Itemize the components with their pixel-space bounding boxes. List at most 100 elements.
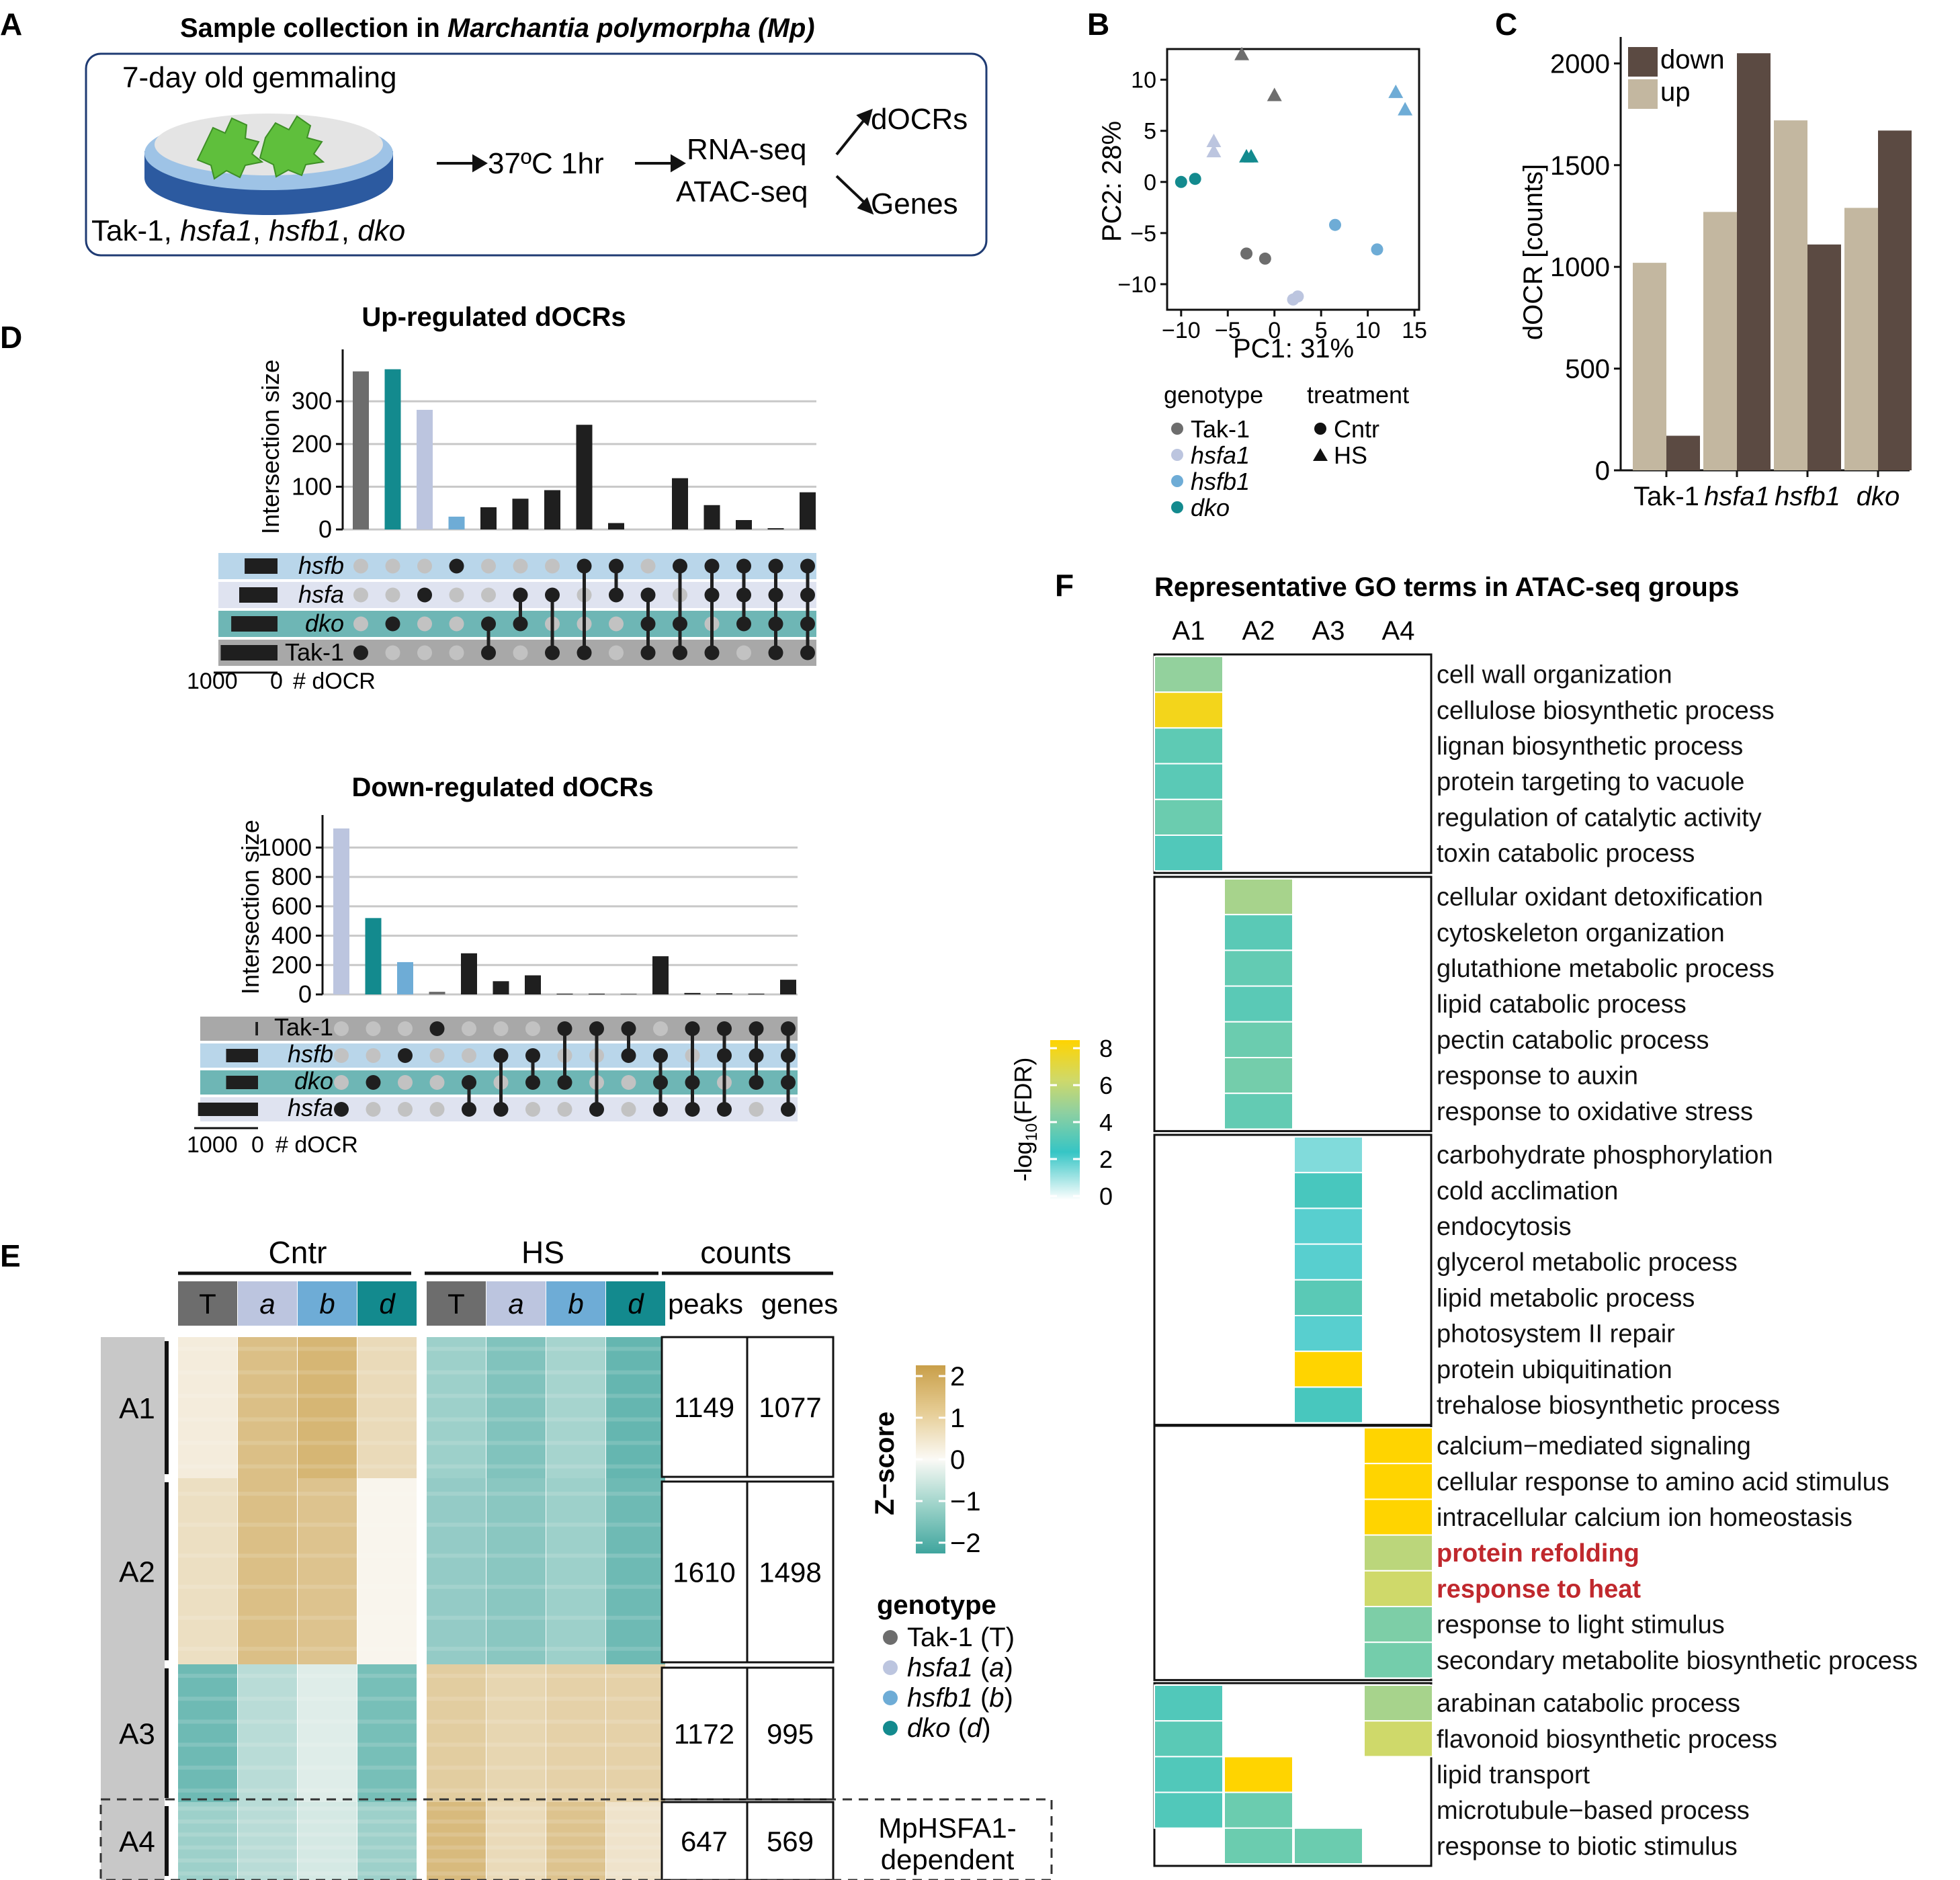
upset-dot-on [417, 587, 432, 603]
genotype-legend-title: genotype [877, 1590, 996, 1620]
pca-point-cntr [1259, 252, 1271, 265]
fdr-tick-label: 4 [1099, 1109, 1113, 1136]
barc-ylabel: dOCR [counts] [1519, 164, 1548, 340]
pca-point-hs [1388, 84, 1404, 98]
genotype-legend-name: hsfa1 [907, 1653, 980, 1682]
genotype-legend-abbr: T [989, 1623, 1005, 1652]
go-cell [1154, 1791, 1224, 1829]
legend-dot-tak1 [1171, 423, 1183, 435]
barc-ticks: 0 500 1000 1500 2000 [1550, 49, 1621, 486]
genotype-legend-name: dko [907, 1713, 958, 1743]
upset-ytick-label: 200 [292, 430, 332, 458]
legend-up: up [1660, 77, 1691, 107]
go-term-label: photosystem II repair [1437, 1320, 1675, 1349]
go-cell [1224, 1021, 1293, 1059]
heatmap-cell [357, 1478, 417, 1664]
legend-cntr: Cntr [1334, 415, 1379, 443]
upset-dot-off [653, 1021, 668, 1036]
genotype-legend-paren: ) [1006, 1623, 1015, 1652]
gemmaling-label: 7-day old gemmaling [122, 61, 396, 94]
go-cell [1224, 914, 1293, 951]
genotype-legend-name: hsfb1 [907, 1683, 980, 1713]
upset-set-size-bar [220, 645, 278, 660]
upset-dot-off [385, 587, 400, 603]
pca-legend-treatment: Cntr HS [1313, 415, 1379, 469]
heatmap-cell [357, 1664, 417, 1802]
go-cell [1154, 1756, 1224, 1793]
go-term-label: flavonoid biosynthetic process [1437, 1725, 1777, 1754]
upset-dot-off [429, 1102, 445, 1117]
upset-set-label: dko [305, 609, 344, 637]
go-cell [1293, 1386, 1363, 1424]
panel-a-box [85, 52, 988, 257]
pca-ticks: −10 −5 0 5 10 15 10 5 0 −5 −10 [1117, 68, 1427, 343]
genotype-legend-dot [883, 1721, 898, 1736]
upset-intersection-bar [800, 492, 816, 529]
upset-dot-off [366, 1102, 381, 1117]
panel-c-letter: C [1495, 7, 1517, 42]
upset-dot-off [353, 616, 368, 632]
lines-sep2: , [341, 214, 357, 247]
heatmap-cell [427, 1337, 486, 1478]
panel-a-letter: A [0, 7, 22, 42]
fdr-tick-label: 0 [1099, 1183, 1113, 1210]
heatmap-body [178, 1337, 665, 1880]
heatmap-cell [238, 1478, 297, 1664]
go-cell [1293, 1315, 1363, 1353]
heatmap-cell [178, 1337, 237, 1478]
upset-intersection-bar [353, 371, 369, 529]
go-cell [1224, 949, 1293, 987]
legend-swatch-down [1628, 47, 1658, 77]
go-cell [1154, 727, 1224, 765]
go-column-label: A2 [1242, 616, 1275, 646]
go-cell [1224, 1093, 1293, 1130]
barc-category-label: dko [1857, 482, 1900, 511]
heatmap-genotype-letter: b [568, 1288, 583, 1320]
heatmap-genes-label: genes [761, 1288, 838, 1320]
heatmap-genotype-cell [298, 1281, 357, 1326]
heatmap-cell [238, 1802, 297, 1880]
genotype-legend-abbr: d [967, 1713, 983, 1743]
go-cell [1224, 985, 1293, 1023]
heatmap-cell [238, 1664, 297, 1802]
upset-intersection-bar [608, 523, 624, 529]
heatmap-genotype-cell [486, 1281, 546, 1326]
upset-intersection-bar [397, 962, 413, 994]
legend-hsfa1: hsfa1 [1191, 441, 1250, 469]
go-column-label: A4 [1382, 616, 1415, 646]
genotype-legend-label: Tak-1 (T) [907, 1623, 1015, 1652]
a4-dashed-box [99, 1798, 1053, 1880]
pca-legend-genotype: Tak-1 hsfa1 hsfb1 dko [1171, 415, 1250, 521]
go-cell [1363, 1427, 1433, 1465]
legend-dko: dko [1191, 494, 1230, 521]
upset-set-label: hsfa [288, 1094, 333, 1121]
heatmap-cluster-labels: A1 A2 A3 A4 [101, 1337, 169, 1880]
panel-f: F Representative GO terms in ATAC-seq gr… [1009, 568, 1918, 1867]
go-cell [1363, 1534, 1433, 1572]
upset-ytick-label: 300 [292, 387, 332, 415]
upset-dot-off [621, 1075, 636, 1090]
fdr-ticks: 8 6 4 2 0 [1050, 1035, 1113, 1210]
heatmap-cell [427, 1802, 486, 1880]
barc-bar-down [1807, 244, 1841, 470]
barc-ytick-label: 500 [1565, 355, 1610, 384]
barc-ytick-label: 0 [1595, 456, 1610, 486]
barc-bar-down [1666, 435, 1700, 470]
upset-ytick-label: 400 [271, 922, 312, 949]
go-term-label: regulation of catalytic activity [1437, 804, 1762, 832]
panel-a: A Sample collection in Marchantia polymo… [0, 7, 988, 257]
docrs-label: dOCRs [871, 103, 968, 136]
go-cell [1363, 1684, 1433, 1722]
upset-set-size-bar [245, 558, 278, 574]
upset-ytick-label: 200 [271, 951, 312, 978]
heatmap-cntr-label: Cntr [269, 1235, 327, 1270]
go-term-label: cellular response to amino acid stimulus [1437, 1468, 1889, 1496]
heatmap-cell [178, 1478, 237, 1664]
go-term-label: toxin catabolic process [1437, 840, 1695, 868]
barc-bar-down [1878, 130, 1912, 470]
upset-dot-off [609, 616, 624, 632]
upset-dot-off [429, 1075, 445, 1090]
zscore-ticks: 2 1 0 −1 −2 [916, 1362, 981, 1558]
go-term-label: lignan biosynthetic process [1437, 732, 1743, 761]
go-term-label: cytoskeleton organization [1437, 919, 1725, 947]
